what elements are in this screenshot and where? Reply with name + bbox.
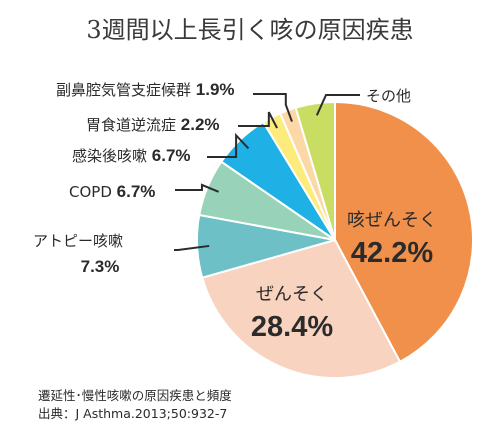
slice-value-感染後咳嗽: 6.7%	[152, 146, 191, 165]
source-note-line2: 出典：J Asthma.2013;50:932-7	[38, 406, 227, 421]
slice-value-胃食道逆流症: 2.2%	[181, 115, 220, 134]
slice-value-COPD: 6.7%	[117, 182, 156, 201]
pie-slice-7	[294, 100, 336, 241]
slice-label-COPD: COPD 6.7%	[69, 182, 155, 201]
slice-label-副鼻腔気管支症候群: 副鼻腔気管支症候群 1.9%	[56, 80, 235, 99]
leader-line-2	[174, 244, 210, 251]
slice-value-副鼻腔気管支症候群: 1.9%	[196, 80, 235, 99]
slice-label-ぜんそく: ぜんそく	[256, 284, 328, 305]
chart-title: 3週間以上長引く咳の原因疾患	[86, 16, 413, 44]
slice-labels: 咳ぜんそく 42.2% ぜんそく 28.4% アトピー咳嗽 7.3% COPD 6.7% 感染…	[33, 80, 437, 343]
slice-value-アトピー咳嗽: 7.3%	[81, 257, 120, 276]
slice-label-胃食道逆流症: 胃食道逆流症 2.2%	[86, 115, 220, 134]
source-note-line1: 遷延性･慢性咳嗽の原因疾患と頻度	[38, 388, 232, 403]
slice-label-その他: その他	[366, 87, 411, 105]
pie-slice-0	[334, 100, 474, 364]
leader-line-6	[253, 93, 293, 122]
slice-label-アトピー咳嗽: アトピー咳嗽	[33, 232, 123, 250]
leader-line-5	[238, 111, 278, 129]
pie-slices	[196, 100, 474, 379]
leader-lines	[174, 93, 360, 251]
slice-value-咳ぜんそく: 42.2%	[351, 237, 433, 269]
leader-line-4	[207, 132, 250, 158]
pie-slice-1	[201, 238, 402, 379]
leader-line-7	[315, 94, 360, 116]
slice-value-ぜんそく: 28.4%	[251, 311, 333, 343]
slice-label-咳ぜんそく: 咳ぜんそく	[347, 210, 437, 231]
slice-label-感染後咳嗽: 感染後咳嗽 6.7%	[72, 146, 191, 165]
leader-line-3	[175, 183, 219, 193]
